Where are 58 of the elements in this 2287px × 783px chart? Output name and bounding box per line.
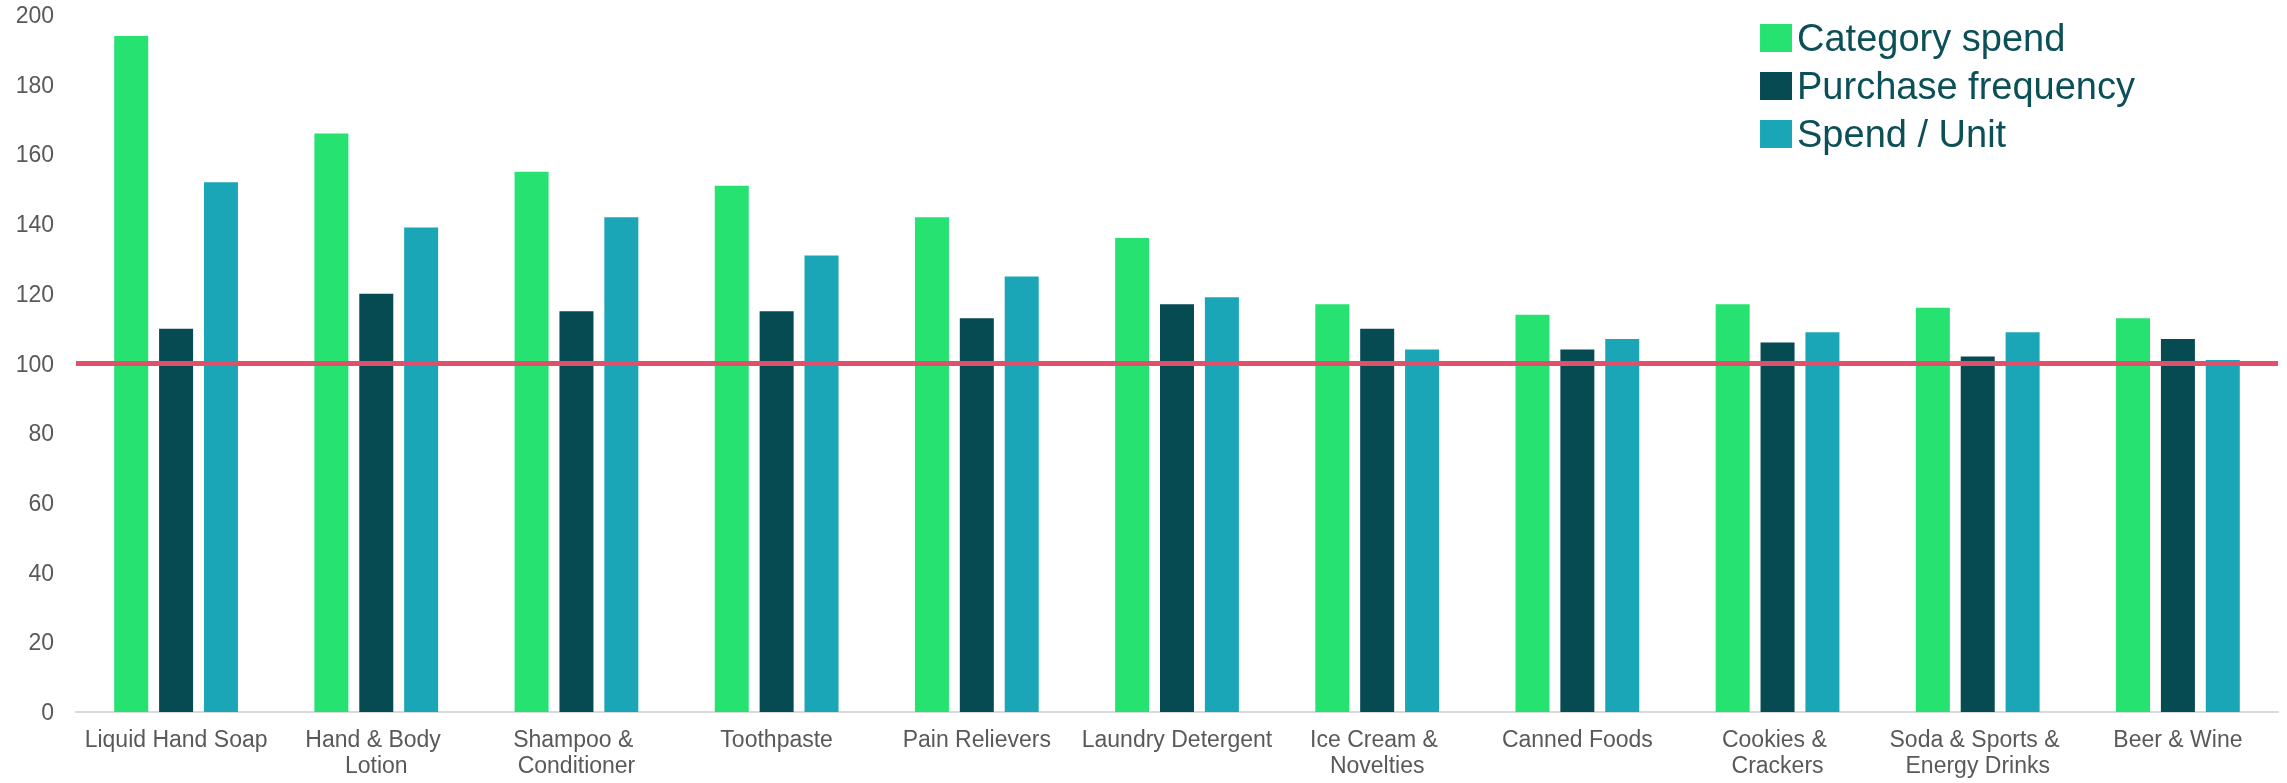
bar (914, 217, 949, 712)
bar (159, 328, 194, 712)
y-tick-label: 20 (28, 629, 54, 656)
x-tick-label: Cookies & Crackers (1721, 726, 1834, 778)
y-tick-label: 180 (15, 71, 54, 98)
bar (1960, 356, 1995, 712)
y-tick-label: 100 (15, 350, 54, 377)
y-tick-label: 40 (28, 559, 54, 586)
x-tick-label: Hand & Body Lotion (305, 726, 448, 778)
bar (514, 171, 549, 712)
legend-label: Category spend (1797, 17, 2066, 59)
bar (1560, 349, 1595, 712)
bar (1805, 332, 1840, 712)
bar (604, 217, 639, 712)
bar (1605, 339, 1640, 712)
bar (1115, 238, 1150, 712)
x-tick-label: Beer & Wine (2113, 726, 2243, 752)
y-tick-label: 60 (28, 489, 54, 516)
x-tick-label: Shampoo & Conditioner (513, 726, 640, 778)
bar (959, 318, 994, 712)
bar (1915, 307, 1950, 712)
bar (714, 185, 749, 712)
y-tick-label: 120 (15, 280, 54, 307)
bar (203, 182, 238, 712)
bar (1715, 304, 1750, 712)
y-tick-label: 160 (15, 141, 54, 168)
y-tick-label: 200 (15, 2, 54, 28)
bar (2205, 360, 2240, 712)
x-tick-label: Ice Cream & Novelties (1310, 726, 1445, 778)
y-tick-label: 0 (41, 699, 54, 725)
bar (1360, 328, 1395, 712)
bar (2116, 318, 2151, 712)
bar (1405, 349, 1440, 712)
x-tick-label: Liquid Hand Soap (84, 726, 268, 752)
bar (2160, 339, 2195, 712)
bar (114, 35, 149, 712)
legend-label: Spend / Unit (1797, 113, 2007, 155)
y-tick-label: 140 (15, 211, 54, 238)
bar (559, 311, 594, 712)
x-tick-label: Laundry Detergent (1081, 726, 1273, 752)
bar (804, 255, 839, 712)
bar (1160, 304, 1194, 712)
bar (1315, 304, 1350, 712)
y-tick-label: 80 (28, 420, 54, 447)
bar (1004, 276, 1039, 712)
bar (359, 293, 394, 712)
bar (314, 133, 349, 712)
legend-label: Purchase frequency (1797, 65, 2136, 107)
bar (404, 227, 439, 712)
x-tick-label: Soda & Sports & Energy Drinks (1889, 726, 2066, 778)
bar (759, 311, 794, 712)
bar (2005, 332, 2040, 712)
bar (1515, 314, 1550, 712)
bar (1204, 297, 1239, 712)
bar (1760, 342, 1795, 712)
x-tick-label: Canned Foods (1501, 726, 1653, 752)
x-tick-label: Toothpaste (720, 726, 833, 752)
x-tick-label: Pain Relievers (902, 726, 1051, 752)
